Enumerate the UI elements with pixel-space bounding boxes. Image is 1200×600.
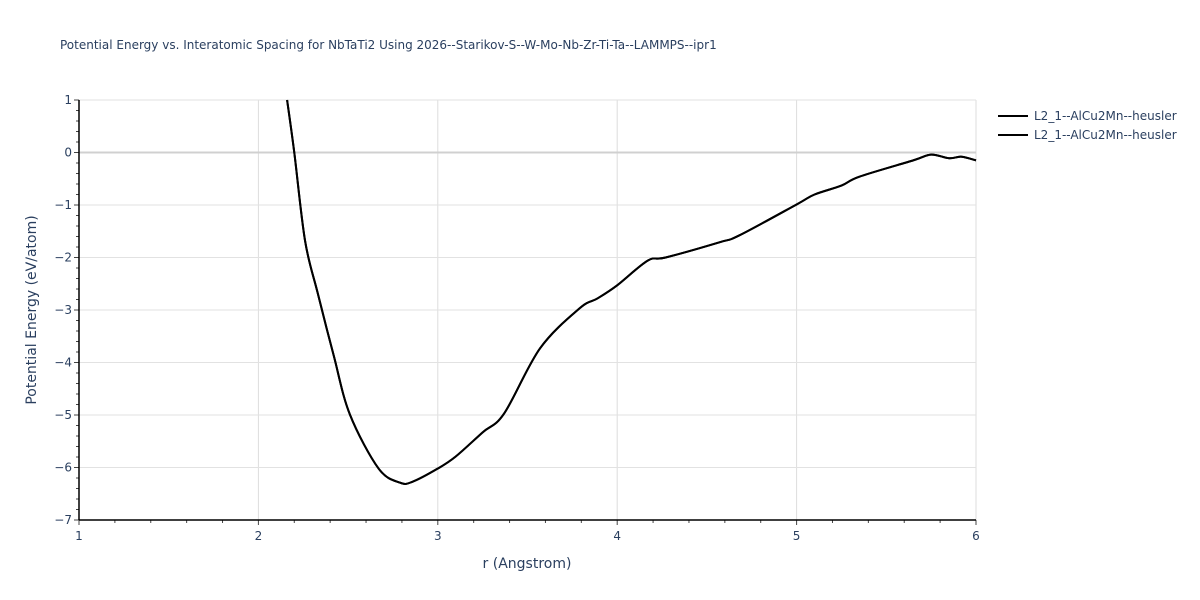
svg-text:−5: −5: [54, 408, 72, 422]
y-axis-title: Potential Energy (eV/atom): [24, 215, 40, 404]
svg-text:−7: −7: [54, 513, 72, 527]
svg-text:6: 6: [972, 529, 980, 543]
svg-text:5: 5: [793, 529, 801, 543]
series-line: [286, 99, 977, 485]
svg-text:2: 2: [255, 529, 263, 543]
series-line: [286, 99, 977, 485]
gridlines: [79, 99, 977, 520]
legend-item[interactable]: L2_1--AlCu2Mn--heusler: [998, 106, 1177, 125]
axes: [74, 99, 977, 525]
x-tick-labels: 1 2 3 4 5 6: [75, 529, 980, 543]
svg-text:−3: −3: [54, 303, 72, 317]
svg-text:1: 1: [64, 93, 72, 107]
svg-text:4: 4: [613, 529, 621, 543]
svg-text:1: 1: [75, 529, 83, 543]
x-axis-title: r (Angstrom): [483, 556, 572, 572]
legend-item[interactable]: L2_1--AlCu2Mn--heusler: [998, 125, 1177, 144]
svg-text:−4: −4: [54, 356, 72, 370]
svg-text:−6: −6: [54, 461, 72, 475]
svg-text:3: 3: [434, 529, 442, 543]
legend: L2_1--AlCu2Mn--heusler L2_1--AlCu2Mn--he…: [998, 106, 1177, 144]
legend-label: L2_1--AlCu2Mn--heusler: [1034, 108, 1177, 123]
svg-text:−2: −2: [54, 251, 72, 265]
svg-text:0: 0: [64, 146, 72, 160]
line-swatch-icon: [998, 133, 1028, 136]
legend-label: L2_1--AlCu2Mn--heusler: [1034, 127, 1177, 142]
y-tick-labels: 1 0 −1 −2 −3 −4 −5 −6 −7: [54, 93, 72, 527]
svg-text:−1: −1: [54, 198, 72, 212]
chart-title: Potential Energy vs. Interatomic Spacing…: [60, 38, 717, 52]
series-lines: [286, 99, 977, 485]
line-swatch-icon: [998, 114, 1028, 117]
